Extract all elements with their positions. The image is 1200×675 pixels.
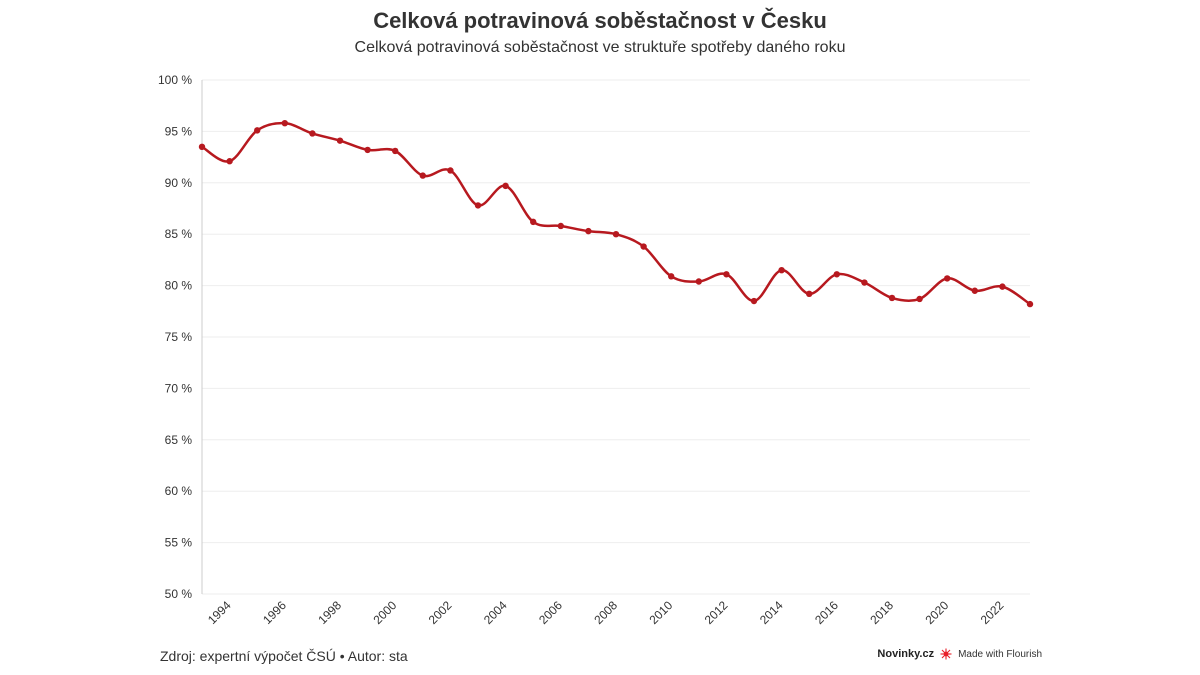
brand-logo-text[interactable]: Novinky.cz — [877, 648, 935, 660]
x-tick-label: 2022 — [978, 598, 1007, 627]
data-point-2009[interactable] — [640, 243, 647, 250]
data-point-2018[interactable] — [888, 294, 896, 302]
data-point-2016[interactable] — [833, 271, 840, 278]
data-point-2011[interactable] — [695, 278, 702, 285]
data-point-2023[interactable] — [1026, 300, 1034, 308]
y-tick-label: 50 % — [165, 587, 193, 601]
x-tick-label: 2016 — [812, 598, 841, 627]
data-point-2014[interactable] — [778, 266, 785, 274]
y-tick-label: 70 % — [165, 381, 193, 395]
made-with-flourish-link[interactable]: Made with Flourish — [958, 648, 1042, 660]
x-tick-label: 1998 — [315, 598, 344, 627]
x-tick-label: 2010 — [647, 598, 676, 627]
data-point-1999[interactable] — [364, 146, 371, 154]
x-tick-label: 2020 — [923, 598, 952, 627]
x-tick-label: 2000 — [371, 598, 400, 627]
y-tick-label: 60 % — [165, 484, 193, 498]
chart-title: Celková potravinová soběstačnost v Česku — [373, 8, 827, 33]
data-point-1998[interactable] — [336, 137, 344, 144]
data-point-2002[interactable] — [447, 167, 454, 174]
data-point-2019[interactable] — [916, 295, 923, 303]
gridlines — [201, 79, 1030, 595]
data-point-2008[interactable] — [612, 231, 620, 238]
x-tick-label: 2014 — [757, 598, 786, 627]
data-point-1995[interactable] — [254, 127, 261, 134]
data-point-2022[interactable] — [999, 283, 1006, 290]
data-point-2006[interactable] — [557, 222, 564, 230]
data-point-2015[interactable] — [806, 290, 813, 298]
data-point-2004[interactable] — [502, 182, 509, 190]
flourish-logo-icon — [940, 648, 952, 660]
data-point-2010[interactable] — [668, 273, 675, 280]
y-tick-label: 85 % — [165, 227, 193, 241]
y-tick-label: 75 % — [165, 330, 193, 344]
data-point-1993[interactable] — [198, 143, 206, 151]
x-tick-label: 1994 — [205, 598, 234, 627]
series-layer — [198, 119, 1034, 308]
chart-subtitle: Celková potravinová soběstačnost ve stru… — [354, 39, 846, 56]
x-tick-label: 2008 — [591, 598, 620, 627]
data-point-1996[interactable] — [281, 119, 288, 127]
line-chart: 50 % 55 % 60 % 65 % 70 % 75 % 80 % 85 % 90 % 95 %… — [158, 73, 1034, 627]
data-point-2001[interactable] — [419, 172, 426, 179]
data-point-1994[interactable] — [226, 158, 233, 165]
x-tick-label: 1996 — [260, 598, 289, 627]
x-tick-label: 2006 — [536, 598, 565, 627]
y-tick-label: 55 % — [165, 536, 193, 550]
data-point-2007[interactable] — [585, 227, 592, 235]
y-tick-label: 65 % — [165, 433, 193, 447]
y-axis: 50 % 55 % 60 % 65 % 70 % 75 % 80 % 85 % 90 % 95 %… — [158, 73, 192, 601]
data-point-2021[interactable] — [971, 287, 978, 294]
data-point-2013[interactable] — [750, 297, 758, 305]
y-tick-label: 95 % — [165, 124, 193, 138]
data-point-2017[interactable] — [861, 279, 868, 286]
series-line — [201, 121, 1031, 306]
x-axis: 1994 1996 1998 2000 2002 2004 2006 2008 2010 2012… — [205, 598, 1007, 627]
y-tick-label: 90 % — [165, 176, 193, 190]
data-point-1997[interactable] — [309, 130, 316, 137]
data-point-2000[interactable] — [392, 147, 399, 155]
x-tick-label: 2018 — [867, 598, 896, 627]
y-tick-label: 100 % — [158, 73, 192, 87]
x-tick-label: 2012 — [702, 598, 731, 627]
source-note: Zdroj: expertní výpočet ČSÚ • Autor: sta — [160, 648, 408, 664]
y-tick-label: 80 % — [165, 279, 193, 293]
x-tick-label: 2002 — [426, 598, 455, 627]
x-tick-label: 2004 — [481, 598, 510, 627]
data-point-2020[interactable] — [944, 275, 951, 282]
footer-branding: Novinky.cz Made with Flourish — [877, 648, 1042, 660]
data-point-2003[interactable] — [474, 202, 482, 209]
data-point-2012[interactable] — [723, 271, 730, 278]
data-point-2005[interactable] — [530, 218, 537, 226]
